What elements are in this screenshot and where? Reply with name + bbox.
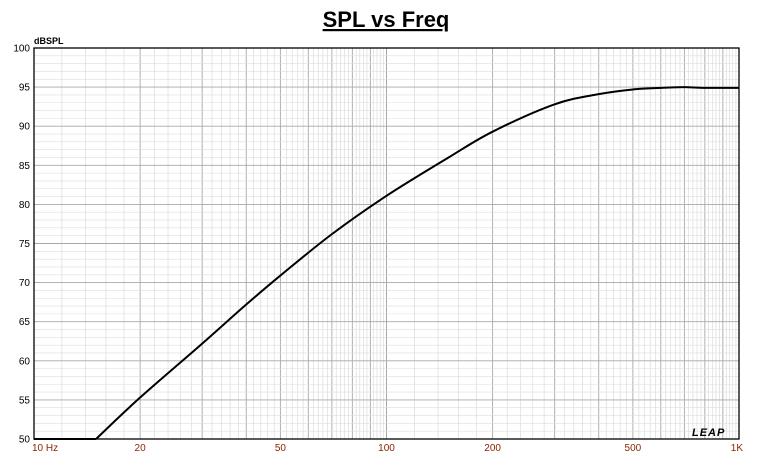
x-tick-label: 20 [135, 443, 147, 454]
y-tick-label: 95 [19, 83, 31, 94]
x-tick-label: 100 [378, 443, 395, 454]
grid [34, 48, 739, 439]
y-tick-label: 50 [19, 435, 31, 446]
spl-curve [95, 86, 740, 440]
plot-frame [33, 47, 740, 440]
x-tick-label: 50 [275, 443, 287, 454]
axes: 50 55 60 65 70 75 80 85 90 95 100 10 Hz 20 50 100 200 50… [13, 44, 743, 455]
y-tick-label: 85 [19, 161, 31, 172]
y-tick-label: 80 [19, 200, 31, 211]
leap-logo: LEAP [692, 427, 725, 439]
y-tick-label: 100 [13, 44, 30, 55]
y-tick-label: 65 [19, 317, 31, 328]
x-tick-label: 10 Hz [32, 443, 58, 454]
y-axis-label: dBSPL [34, 36, 64, 46]
y-tick-label: 70 [19, 278, 31, 289]
y-tick-label: 75 [19, 239, 31, 250]
y-tick-label: 60 [19, 356, 31, 367]
chart-title: SPL vs Freq [323, 7, 450, 32]
y-tick-label: 55 [19, 395, 31, 406]
x-tick-label: 500 [625, 443, 642, 454]
x-tick-label: 200 [484, 443, 501, 454]
x-tick-label: 1K [731, 443, 744, 454]
y-tick-label: 90 [19, 122, 31, 133]
series-layer [34, 86, 740, 440]
